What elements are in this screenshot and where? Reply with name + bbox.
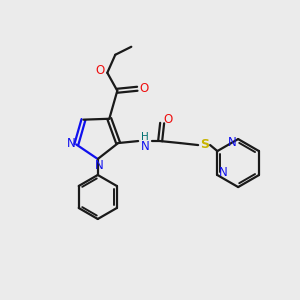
Text: O: O (140, 82, 149, 95)
Text: N: N (228, 136, 236, 148)
Text: H: H (141, 132, 149, 142)
Text: N: N (67, 137, 76, 150)
Text: N: N (94, 160, 103, 172)
Text: N: N (141, 140, 149, 153)
Text: O: O (164, 112, 173, 126)
Text: S: S (200, 138, 208, 151)
Text: O: O (96, 64, 105, 77)
Text: N: N (219, 166, 228, 178)
